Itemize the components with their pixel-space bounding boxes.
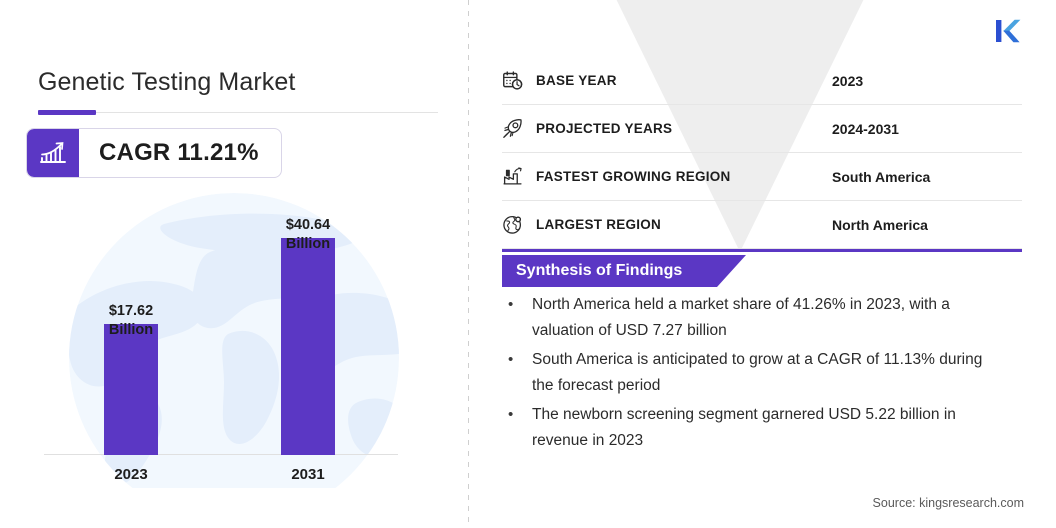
fact-label: LARGEST REGION — [536, 217, 662, 232]
synthesis-banner-shape — [502, 255, 746, 287]
findings-list: • North America held a market share of 4… — [502, 292, 1022, 457]
facts-table: BASE YEAR 2023 PROJECTED YEARS 2024-2031 — [502, 57, 1022, 249]
synthesis-heading: Synthesis of Findings — [516, 262, 683, 279]
fact-label: FASTEST GROWING REGION — [536, 169, 731, 184]
bar-chart: $17.62 Billion 2023 $40.64 Billion 2031 — [0, 196, 468, 506]
list-item-text: North America held a market share of 41.… — [532, 296, 950, 339]
bar-2031 — [281, 238, 335, 455]
cagr-badge: CAGR 11.21% — [26, 128, 282, 178]
table-row: FASTEST GROWING REGION South America — [502, 153, 1022, 201]
bar-label-2031-line2: Billion — [285, 236, 331, 252]
bar-label-2023-line2: Billion — [108, 322, 154, 338]
title-rule-accent — [38, 110, 96, 115]
list-item-text: South America is anticipated to grow at … — [532, 351, 983, 394]
bar-label-2031-line1: $40.64 — [285, 217, 331, 233]
fact-value: 2024-2031 — [832, 120, 899, 137]
list-item: • The newborn screening segment garnered… — [502, 402, 1022, 454]
rocket-icon — [502, 118, 536, 139]
globe-icon — [502, 214, 536, 235]
table-row: LARGEST REGION North America — [502, 201, 1022, 249]
fact-value: 2023 — [832, 72, 864, 89]
bar-label-2023-line1: $17.62 — [108, 303, 154, 319]
chart-axis-line — [44, 454, 398, 455]
kings-research-logo — [996, 19, 1021, 43]
factory-growth-icon — [502, 166, 536, 187]
table-row: PROJECTED YEARS 2024-2031 — [502, 105, 1022, 153]
cagr-value: CAGR 11.21% — [99, 139, 259, 166]
category-label-2031: 2031 — [291, 466, 325, 483]
synthesis-banner: Synthesis of Findings — [502, 255, 746, 287]
fact-value: North America — [832, 216, 928, 233]
bar-2023 — [104, 324, 158, 455]
fact-value: South America — [832, 168, 931, 185]
table-row: BASE YEAR 2023 — [502, 57, 1022, 105]
panel-divider — [468, 0, 469, 528]
bullet-marker: • — [508, 296, 514, 313]
bar-label-2031: $40.64 Billion — [248, 216, 368, 254]
bar-chart-growth-icon — [27, 129, 79, 177]
bullet-marker: • — [508, 406, 514, 423]
source-label: Source: kingsresearch.com — [872, 496, 1024, 510]
list-item: • South America is anticipated to grow a… — [502, 347, 1022, 399]
fact-label: PROJECTED YEARS — [536, 121, 673, 136]
title-rule — [38, 112, 438, 113]
synthesis-top-rule — [502, 249, 1022, 252]
category-label-2023: 2023 — [114, 466, 148, 483]
list-item-text: The newborn screening segment garnered U… — [532, 406, 956, 449]
page-title: Genetic Testing Market — [38, 68, 296, 96]
bar-label-2023: $17.62 Billion — [71, 302, 191, 340]
bullet-marker: • — [508, 351, 514, 368]
fact-label: BASE YEAR — [536, 73, 617, 88]
calendar-clock-icon — [502, 70, 536, 91]
right-panel: BASE YEAR 2023 PROJECTED YEARS 2024-2031 — [469, 0, 1056, 528]
list-item: • North America held a market share of 4… — [502, 292, 1022, 344]
left-panel: Genetic Testing Market CAGR 11.21% — [0, 0, 468, 528]
